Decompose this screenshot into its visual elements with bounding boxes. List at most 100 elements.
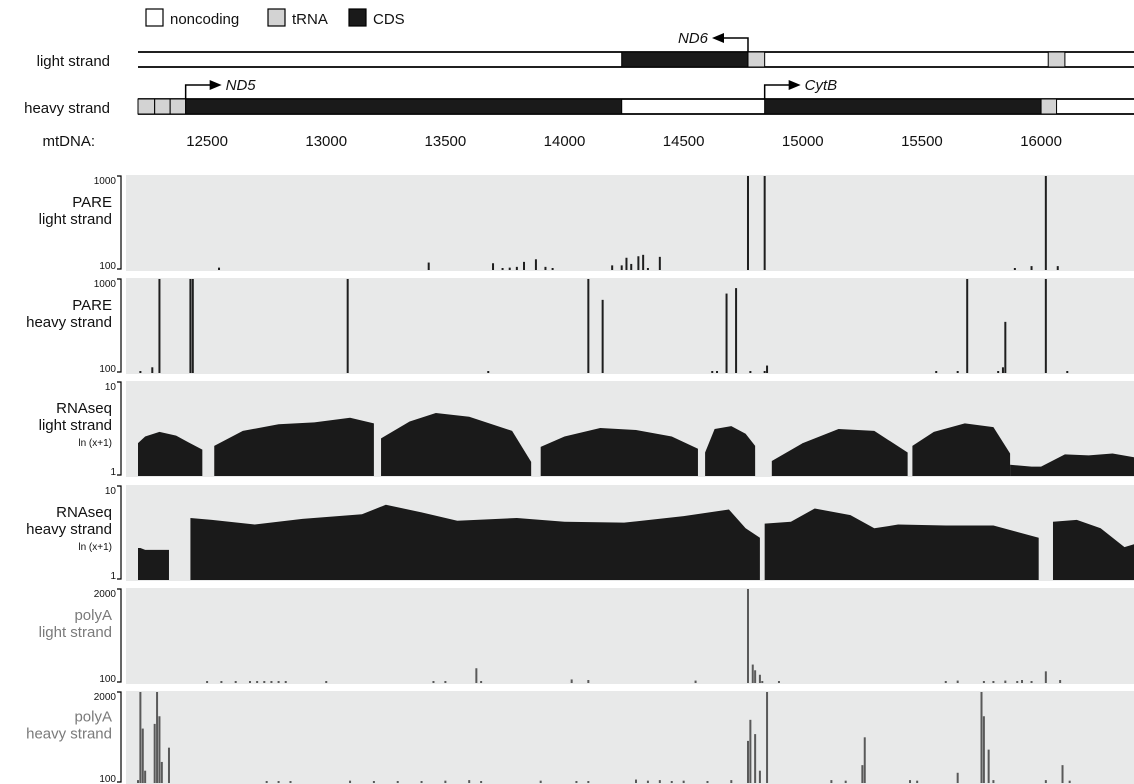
- data-bar: [646, 780, 649, 783]
- data-bar: [508, 267, 511, 270]
- data-bar: [1056, 266, 1059, 270]
- data-bar: [763, 176, 766, 270]
- ytick-top: 2000: [94, 692, 117, 703]
- data-bar: [551, 268, 554, 270]
- data-bar: [630, 263, 633, 270]
- data-bar: [153, 723, 156, 783]
- track-y-axis: [117, 691, 122, 783]
- data-bar: [501, 268, 504, 270]
- data-bar: [1004, 680, 1007, 683]
- light-feature-cds-0: [621, 51, 749, 68]
- data-bar: [746, 176, 749, 270]
- data-bar: [987, 749, 990, 783]
- data-bar: [1030, 681, 1033, 683]
- data-bar: [670, 781, 673, 783]
- data-bar: [265, 781, 268, 783]
- ytick-bottom: 1: [110, 571, 116, 582]
- ytick-bottom: 100: [99, 364, 116, 375]
- gene-label-cytb: CytB: [805, 77, 838, 94]
- data-bar: [766, 365, 769, 373]
- data-bar: [1044, 671, 1047, 683]
- data-bar: [761, 681, 764, 683]
- data-bar: [141, 728, 144, 783]
- data-bar: [139, 692, 142, 783]
- track-title-line-2: light strand: [39, 211, 112, 228]
- data-bar: [158, 279, 161, 373]
- track-title-line-1: polyA: [74, 607, 112, 624]
- data-bar: [982, 716, 985, 783]
- data-bar: [749, 719, 752, 783]
- coverage-area: [138, 431, 203, 476]
- heavy-feature-trna-5: [1040, 98, 1058, 115]
- data-bar: [725, 293, 728, 373]
- data-bar: [396, 781, 399, 783]
- mtdna-tick-14500: 14500: [663, 133, 705, 150]
- data-bar: [218, 267, 221, 270]
- light-feature-trna-1: [747, 51, 766, 68]
- data-bar: [746, 589, 749, 683]
- legend-swatch-noncoding: [145, 8, 164, 27]
- data-bar: [137, 780, 139, 783]
- data-bar: [420, 781, 423, 783]
- gene-arrow-head-cytb: [788, 80, 801, 90]
- data-bar: [658, 780, 661, 783]
- data-bar: [706, 781, 709, 783]
- data-bar: [444, 681, 447, 683]
- coverage-area: [138, 548, 169, 580]
- data-bar: [861, 765, 864, 783]
- data-bar: [289, 781, 292, 783]
- data-bar: [830, 780, 833, 783]
- data-bar: [730, 780, 733, 783]
- heavy-feature-trna-1: [154, 98, 171, 115]
- data-bar: [444, 780, 447, 783]
- data-bar: [1044, 176, 1047, 270]
- data-bar: [427, 262, 430, 270]
- data-bar: [992, 681, 995, 683]
- data-bar: [754, 670, 757, 683]
- data-bar: [575, 781, 578, 783]
- data-bar: [480, 681, 483, 683]
- data-bar: [682, 780, 685, 783]
- data-bar: [956, 371, 959, 373]
- data-bar: [758, 674, 761, 683]
- mtdna-tick-14000: 14000: [544, 133, 586, 150]
- data-bar: [777, 681, 780, 683]
- data-bar: [284, 681, 287, 683]
- legend-label-trna: tRNA: [292, 11, 328, 28]
- coverage-area: [705, 426, 756, 476]
- gene-arrow-stem-cytb: [763, 84, 791, 99]
- data-bar: [966, 279, 969, 373]
- data-bar: [1068, 780, 1071, 783]
- data-bar: [935, 371, 938, 373]
- data-bar: [206, 681, 209, 683]
- legend-label-noncoding: noncoding: [170, 11, 239, 28]
- coverage-area: [540, 428, 698, 476]
- track-background: [126, 588, 1134, 684]
- data-bar: [346, 279, 349, 373]
- genome-map: light strand heavy strand ND6 ND5 CytB mtDNA:…: [24, 30, 1134, 150]
- data-bar: [191, 279, 194, 373]
- heavy-feature-trna-0: [137, 98, 156, 115]
- data-bar: [156, 692, 159, 783]
- data-bar: [492, 263, 495, 270]
- data-bar: [746, 740, 749, 783]
- data-bar: [167, 747, 170, 783]
- ytick-bottom: 1: [110, 467, 116, 478]
- mtdna-tick-15500: 15500: [901, 133, 943, 150]
- data-bar: [570, 679, 573, 683]
- legend-label-cds: CDS: [373, 11, 405, 28]
- data-bar: [1066, 371, 1069, 373]
- data-bar: [277, 681, 280, 683]
- data-bar: [658, 256, 661, 270]
- coverage-area: [912, 423, 1011, 476]
- data-bar: [277, 781, 280, 783]
- data-bar: [1013, 268, 1016, 270]
- legend-swatch-cds: [348, 8, 367, 27]
- data-bar: [372, 781, 375, 783]
- data-bar: [539, 780, 542, 783]
- gene-arrow-head-nd6: [711, 33, 724, 43]
